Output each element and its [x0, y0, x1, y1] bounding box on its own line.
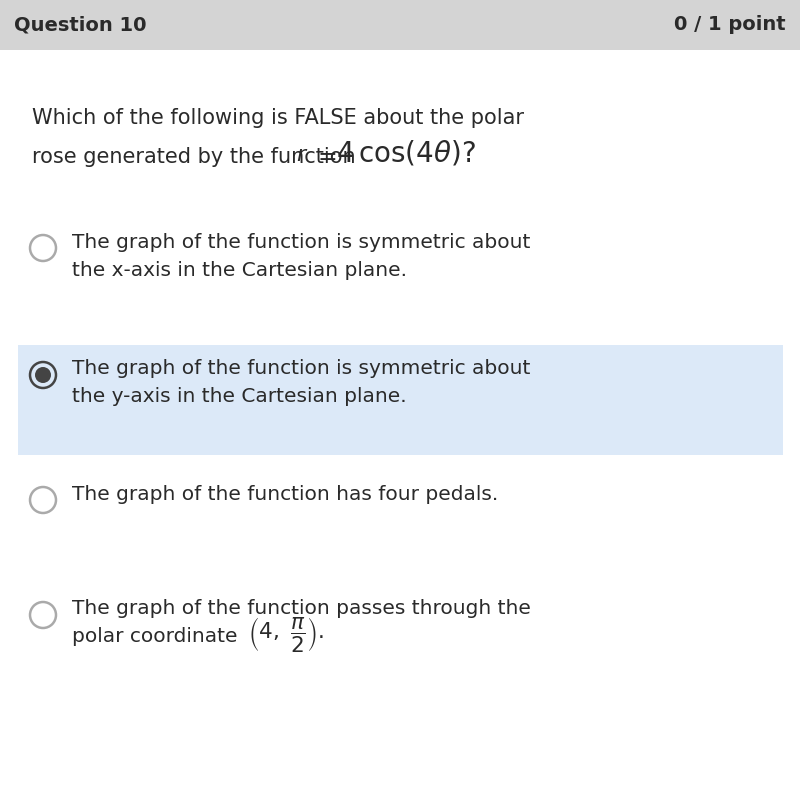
Text: rose generated by the function: rose generated by the function	[32, 147, 362, 167]
Text: the x-axis in the Cartesian plane.: the x-axis in the Cartesian plane.	[72, 261, 407, 279]
FancyBboxPatch shape	[0, 0, 800, 50]
Text: polar coordinate: polar coordinate	[72, 627, 244, 646]
Text: Which of the following is FALSE about the polar: Which of the following is FALSE about th…	[32, 108, 524, 128]
Text: the y-axis in the Cartesian plane.: the y-axis in the Cartesian plane.	[72, 387, 406, 406]
FancyBboxPatch shape	[18, 345, 783, 455]
Text: $4\,\mathrm{cos}(4\theta)$?: $4\,\mathrm{cos}(4\theta)$?	[336, 138, 476, 167]
Text: $=$: $=$	[313, 143, 337, 167]
Text: The graph of the function passes through the: The graph of the function passes through…	[72, 599, 531, 618]
Text: The graph of the function has four pedals.: The graph of the function has four pedal…	[72, 485, 498, 503]
Text: $\left(4,\ \dfrac{\pi}{2}\right).$: $\left(4,\ \dfrac{\pi}{2}\right).$	[248, 615, 324, 654]
Text: The graph of the function is symmetric about: The graph of the function is symmetric a…	[72, 359, 530, 378]
Text: 0 / 1 point: 0 / 1 point	[674, 15, 786, 34]
Text: $r$: $r$	[296, 145, 308, 165]
Circle shape	[35, 367, 51, 383]
Text: Question 10: Question 10	[14, 15, 146, 34]
Text: The graph of the function is symmetric about: The graph of the function is symmetric a…	[72, 233, 530, 251]
